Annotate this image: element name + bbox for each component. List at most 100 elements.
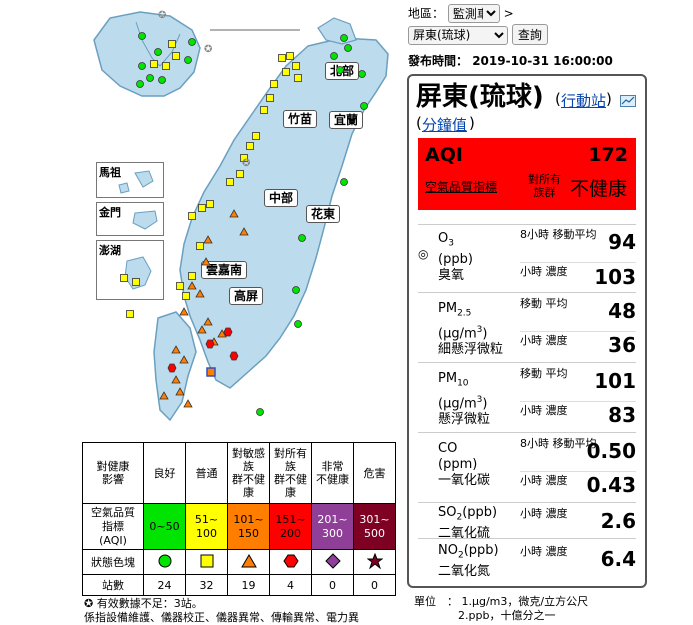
station-marker[interactable] [188,38,196,46]
station-marker[interactable] [126,310,134,318]
station-marker[interactable] [132,278,140,286]
region-label-central[interactable]: 中部 [264,189,299,207]
station-marker[interactable] [179,355,189,364]
station-marker[interactable] [229,351,239,361]
station-marker[interactable] [252,132,260,140]
aqi-index-link[interactable]: 空氣品質指標 [425,180,498,194]
region-label-yunjianan[interactable]: 雲嘉南 [201,261,248,279]
insufficient-data-marker[interactable]: ✪ [158,10,166,21]
pollutant-value-2: 36 [608,333,636,357]
station-marker[interactable] [358,70,366,78]
region-label-huadong[interactable]: 花東 [306,205,341,223]
station-marker[interactable] [223,327,233,337]
aqi-map[interactable]: 北部 竹苗 宜蘭 中部 花東 雲嘉南 高屏 馬祖 金門 澎湖 ✪✪✪ [80,0,400,440]
station-marker[interactable] [171,345,181,354]
region-label-yilan[interactable]: 宜蘭 [329,111,364,129]
region-select[interactable]: 監測車 [447,4,500,23]
station-markers[interactable]: ✪ ✪ ✪ [80,0,400,440]
inset-penghu[interactable]: 澎湖 [96,240,164,300]
station-marker[interactable] [270,80,278,88]
region-label-gaoping[interactable]: 高屏 [229,287,264,305]
station-marker[interactable] [217,329,227,338]
station-marker[interactable] [239,227,249,236]
station-marker[interactable] [183,399,193,408]
station-marker[interactable] [360,102,368,110]
station-marker[interactable] [330,52,338,60]
station-marker[interactable] [292,286,300,294]
station-marker[interactable] [340,178,348,186]
station-marker[interactable] [294,320,302,328]
station-marker[interactable] [197,325,207,334]
station-marker[interactable] [182,292,190,300]
pollutant-name: PM10 (μg/m3) 懸浮微粒 [438,371,491,427]
station-marker[interactable] [246,142,254,150]
station-marker[interactable] [188,272,196,280]
station-marker[interactable] [236,170,244,178]
minute-value-link[interactable]: 分鐘值 [422,116,468,134]
legend-col-good: 良好 [143,442,186,504]
station-marker[interactable] [150,60,158,68]
station-marker[interactable] [179,307,189,316]
station-marker[interactable] [198,204,206,212]
station-marker[interactable] [229,209,239,218]
station-marker[interactable] [146,74,154,82]
station-marker[interactable] [266,94,274,102]
station-marker[interactable] [188,212,196,220]
mobile-station-link[interactable]: 行動站 [561,92,607,110]
publish-time: 發布時間： 2019-10-31 16:00:00 [408,52,613,69]
selected-station-marker[interactable] [206,367,216,377]
station-marker[interactable] [344,44,352,52]
station-marker[interactable] [171,375,181,384]
pollutant-label-2: 小時 濃度 [520,262,636,278]
station-marker[interactable] [167,363,177,373]
station-marker[interactable] [168,40,176,48]
station-marker[interactable] [159,391,169,400]
station-marker[interactable] [196,242,204,250]
station-marker[interactable] [138,62,146,70]
station-marker[interactable] [154,48,162,56]
station-marker[interactable] [226,178,234,186]
station-select[interactable]: 屏東(琉球) [408,25,508,45]
chart-image-icon[interactable] [620,95,636,107]
station-marker[interactable] [184,56,192,64]
station-marker[interactable] [203,317,213,326]
query-button[interactable]: 查詢 [511,24,548,45]
station-marker[interactable] [162,62,170,70]
station-marker[interactable] [187,281,197,290]
station-marker[interactable] [340,34,348,42]
yellow-square-icon [200,554,213,567]
pollutant-label-2: 小時 濃度 [520,401,636,417]
insufficient-data-marker[interactable]: ✪ [242,158,250,169]
station-marker[interactable] [195,289,205,298]
station-marker[interactable] [138,32,146,40]
station-marker[interactable] [336,66,344,74]
inset-kinmen[interactable]: 金門 [96,202,164,236]
station-marker[interactable] [286,52,294,60]
station-marker[interactable] [294,74,302,82]
region-label-zhumiao[interactable]: 竹苗 [283,110,318,128]
pollutant-name: O3 (ppb) 臭氧 [438,231,473,283]
station-marker[interactable] [206,200,214,208]
station-marker[interactable] [260,106,268,114]
station-marker[interactable] [282,68,290,76]
station-marker[interactable] [278,54,286,62]
station-marker[interactable] [158,76,166,84]
maroon-star-icon [366,552,383,569]
insufficient-data-marker[interactable]: ✪ [204,44,212,55]
station-marker[interactable] [256,408,264,416]
pollutant-value-2: 83 [608,403,636,427]
station-marker[interactable] [172,52,180,60]
station-marker[interactable] [176,282,184,290]
station-marker[interactable] [136,80,144,88]
legend-col-very-unhealthy: 非常 不健康 [311,442,354,504]
station-marker[interactable] [298,234,306,242]
inset-matsu[interactable]: 馬祖 [96,162,164,198]
station-marker[interactable] [240,154,248,162]
station-marker[interactable] [175,387,185,396]
station-marker[interactable] [292,62,300,70]
station-marker[interactable] [205,339,215,349]
station-marker[interactable] [201,257,211,266]
station-marker[interactable] [203,235,213,244]
station-marker[interactable] [120,274,128,282]
red-hexagon-icon [282,554,299,567]
